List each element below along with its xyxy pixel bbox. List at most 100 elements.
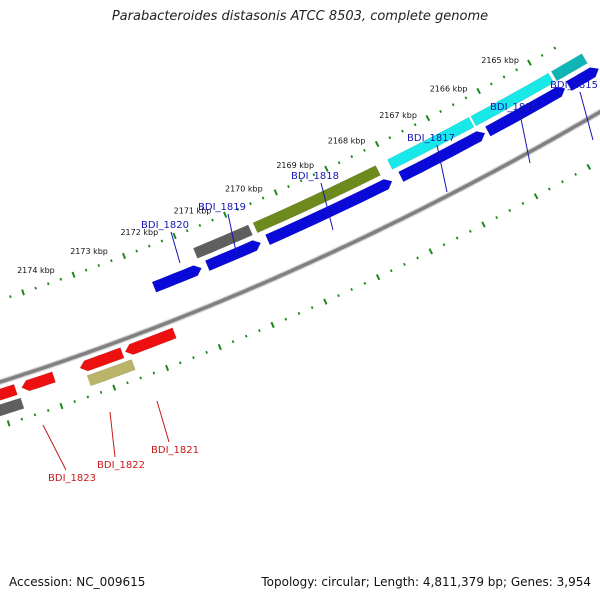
tick-mark-inner xyxy=(112,384,117,391)
tick-mark-outer xyxy=(515,68,519,72)
tick-mark-inner xyxy=(46,409,50,412)
tick-mark-outer xyxy=(401,129,404,133)
tick-mark-outer xyxy=(439,109,442,113)
leader-line-forward xyxy=(170,231,181,264)
genome-backbone xyxy=(0,108,600,386)
scale-label: 2171 kbp xyxy=(174,206,212,215)
tick-mark-inner xyxy=(297,311,301,315)
tick-mark-outer xyxy=(223,211,228,218)
scale-label: 2174 kbp xyxy=(17,266,55,275)
tick-mark-outer xyxy=(324,165,329,172)
tick-mark-inner xyxy=(533,193,539,200)
tick-mark-inner xyxy=(310,306,314,310)
tick-mark-outer xyxy=(110,259,113,263)
gene-label-forward: BDI_1818 xyxy=(291,171,339,182)
leader-line-forward xyxy=(579,91,594,141)
tick-mark-inner xyxy=(547,187,551,191)
tick-mark-inner xyxy=(270,321,275,329)
tick-mark-outer xyxy=(540,53,544,57)
tick-mark-outer xyxy=(413,123,417,127)
tick-mark-outer xyxy=(425,114,431,122)
tick-mark-outer xyxy=(34,286,37,290)
tick-mark-inner xyxy=(152,371,156,375)
tick-mark-inner xyxy=(126,381,129,385)
tick-mark-inner xyxy=(468,229,472,233)
cds-reverse xyxy=(124,327,177,355)
backbone-line xyxy=(0,109,600,384)
gene-label-forward: BDI_1820 xyxy=(141,220,189,231)
tick-mark-outer xyxy=(261,196,265,200)
tick-mark-outer xyxy=(160,239,164,243)
tick-mark-inner xyxy=(442,243,446,247)
tick-mark-inner xyxy=(258,329,261,333)
leader-line-reverse xyxy=(109,411,116,458)
tick-mark-inner xyxy=(6,420,11,427)
tick-mark-outer xyxy=(312,173,316,177)
tick-mark-inner xyxy=(363,281,367,285)
tick-mark-outer xyxy=(374,140,380,148)
tick-mark-outer xyxy=(350,155,354,159)
tick-mark-inner xyxy=(33,413,37,417)
tick-mark-inner xyxy=(86,395,90,399)
tick-mark-inner xyxy=(205,350,208,354)
tick-mark-inner xyxy=(20,417,24,421)
label-leaders xyxy=(42,91,594,471)
tick-mark-inner xyxy=(403,262,406,266)
tick-mark-outer xyxy=(71,271,76,278)
gene-label-forward: BDI_1817 xyxy=(407,133,455,144)
tick-mark-outer xyxy=(388,136,392,140)
tick-mark-outer xyxy=(147,244,151,248)
tick-mark-inner xyxy=(337,294,340,298)
leader-line-forward xyxy=(519,113,531,164)
tick-mark-outer xyxy=(451,103,455,107)
accession-label: Accession: NC_009615 xyxy=(9,575,146,589)
tick-mark-inner xyxy=(165,364,170,372)
tick-mark-outer xyxy=(9,295,12,299)
tick-mark-outer xyxy=(527,59,532,66)
scale-label: 2173 kbp xyxy=(70,247,108,256)
tick-mark-outer xyxy=(502,75,506,79)
scale-label: 2172 kbp xyxy=(120,228,158,237)
scale-label: 2169 kbp xyxy=(276,161,314,170)
gene-reverse xyxy=(86,359,136,387)
tick-mark-outer xyxy=(249,202,252,206)
tick-mark-inner xyxy=(508,208,512,213)
gene-label-forward: BDI_1819 xyxy=(198,202,246,213)
gene-label-forward: BDI_1815 xyxy=(550,80,598,91)
gene-forward xyxy=(252,165,381,234)
cds-forward xyxy=(204,240,262,272)
tick-mark-outer xyxy=(489,82,493,86)
tick-mark-outer xyxy=(273,189,278,196)
cds-forward xyxy=(484,86,566,137)
tick-mark-inner xyxy=(416,256,419,260)
tick-mark-inner xyxy=(231,340,235,344)
tick-mark-outer xyxy=(135,249,138,253)
cds-forward xyxy=(565,67,600,92)
tick-mark-inner xyxy=(574,172,578,176)
tick-mark-outer xyxy=(185,229,189,233)
tick-mark-outer xyxy=(59,277,63,281)
cds-reverse xyxy=(21,371,56,392)
tick-mark-outer xyxy=(464,96,468,100)
scale-label: 2166 kbp xyxy=(430,84,468,93)
leader-line-forward xyxy=(320,182,334,231)
leader-line-reverse xyxy=(42,424,67,471)
tick-mark-inner xyxy=(217,343,222,351)
tick-mark-inner xyxy=(455,236,459,240)
tick-mark-inner xyxy=(495,215,499,220)
tick-mark-outer xyxy=(21,289,25,296)
tick-mark-inner xyxy=(375,273,381,281)
cds-forward xyxy=(151,265,202,293)
tick-mark-inner xyxy=(178,361,182,365)
tick-mark-outer xyxy=(337,161,341,165)
leader-line-reverse xyxy=(156,400,170,443)
tick-mark-inner xyxy=(521,201,525,205)
tick-mark-outer xyxy=(287,185,290,189)
feature-tracks xyxy=(0,53,600,417)
leader-line-forward xyxy=(436,144,448,193)
tick-mark-outer xyxy=(46,282,50,286)
backbone-shadow xyxy=(0,108,600,386)
genome-summary: Topology: circular; Length: 4,811,379 bp… xyxy=(261,575,591,589)
scale-label: 2165 kbp xyxy=(481,56,519,65)
